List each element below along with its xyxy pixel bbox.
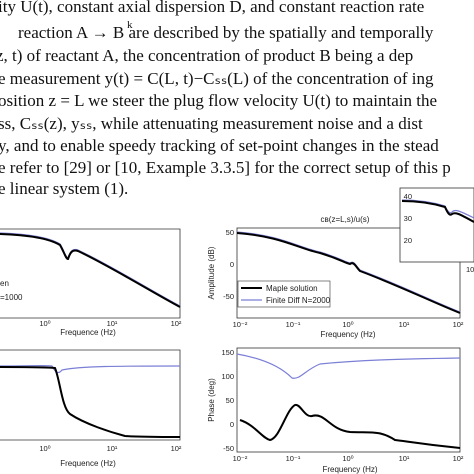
x-tick-label: 10²: [453, 454, 464, 463]
text-line: ity U(t), constant axial dispersion D, a…: [0, 0, 424, 16]
plot-bottom-right: Phase (deg) Frequency (Hz): [207, 347, 461, 474]
x-tick-label: 10¹: [399, 454, 410, 463]
text-line: y, and to enable speedy tracking of set-…: [0, 136, 439, 155]
curve-fd: [0, 364, 181, 374]
legend-entry: en: [0, 279, 9, 288]
x-tick-label: 10¹: [399, 320, 410, 329]
y-axis-label: Phase (deg): [207, 378, 216, 422]
x-tick-label: 10⁻²: [233, 454, 248, 463]
x-tick-label: 10⁻¹: [286, 320, 301, 329]
inset-curve-maple: [401, 200, 474, 223]
text-line: e refer to [29] or [10, Example 3.3.5] f…: [0, 158, 451, 177]
y-tick-label: 150: [221, 348, 234, 357]
inset-box: [399, 187, 474, 263]
axes-box: [236, 347, 461, 453]
x-tick-label: 10⁰: [39, 319, 50, 328]
y-tick-label: 40: [404, 192, 412, 201]
plot-title: cʙ(z=L,s)/u(s): [321, 215, 370, 224]
y-tick-label: 0: [230, 260, 234, 269]
x-tick-label: 10¹: [107, 319, 118, 328]
x-axis-label: Frequence (Hz): [60, 459, 116, 468]
x-tick-label: 10⁰: [342, 454, 353, 463]
text-line: e linear system (1).: [0, 179, 128, 198]
paragraph: ity U(t), constant axial dispersion D, a…: [0, 0, 451, 198]
curve-maple: [0, 366, 181, 438]
curve-fd: [236, 353, 461, 379]
curve-maple: [236, 232, 461, 314]
text-line: z, t) of reactant A, the concentration o…: [0, 46, 413, 65]
y-tick-label: 30: [404, 214, 412, 223]
y-tick-label: -50: [223, 292, 234, 301]
legend-entry: Finite Diff N=2000: [266, 296, 331, 305]
x-tick-label: 10⁻¹: [286, 454, 301, 463]
arrow-label: k: [127, 19, 133, 31]
text-line: osition z = L we steer the plug flow vel…: [0, 91, 437, 110]
y-tick-label: 50: [226, 396, 234, 405]
text-line: ss, Cₛₛ(z), yₛₛ, while attenuating measu…: [0, 114, 423, 133]
x-tick-label: 10⁰: [342, 320, 353, 329]
inset-x-tick: 10: [466, 265, 474, 274]
text-line: e measurement y(t) = C(L, t)−Cₛₛ(L) of t…: [0, 69, 434, 88]
x-tick-label: 10²: [171, 444, 182, 453]
plot-bottom-left: Frequence (Hz): [0, 349, 181, 468]
x-axis-label: Frequence (Hz): [60, 328, 116, 337]
y-tick-label: 50: [226, 228, 234, 237]
x-tick-label: 10¹: [107, 444, 118, 453]
y-tick-label: 0: [230, 420, 234, 429]
y-tick-label: -50: [223, 444, 234, 453]
y-axis-label: Amplitude (dB): [207, 246, 216, 299]
legend-box: [237, 280, 331, 308]
x-tick-label: 10⁻²: [233, 320, 248, 329]
axes-box: [0, 228, 181, 319]
plot-top-left: en =1000 Frequence (Hz): [0, 228, 181, 337]
y-tick-label: 20: [404, 236, 412, 245]
curve-maple: [0, 233, 181, 308]
x-axis-label: Frequency (Hz): [322, 465, 377, 474]
x-tick-label: 10²: [171, 319, 182, 328]
text-line: reaction A → B are described by the spat…: [18, 23, 434, 42]
axes-box: [236, 227, 461, 319]
x-tick-label: 10⁰: [39, 444, 50, 453]
legend-entry: =1000: [0, 293, 23, 302]
x-axis-label: Frequency (Hz): [320, 330, 375, 339]
y-tick-label: 100: [221, 372, 234, 381]
plot-top-right: cʙ(z=L,s)/u(s) Amplitude (dB) Maple solu…: [207, 187, 474, 339]
x-tick-label: 10²: [453, 320, 464, 329]
legend-entry: Maple solution: [266, 284, 318, 293]
axes-box: [0, 349, 181, 441]
curve-maple: [239, 403, 461, 449]
